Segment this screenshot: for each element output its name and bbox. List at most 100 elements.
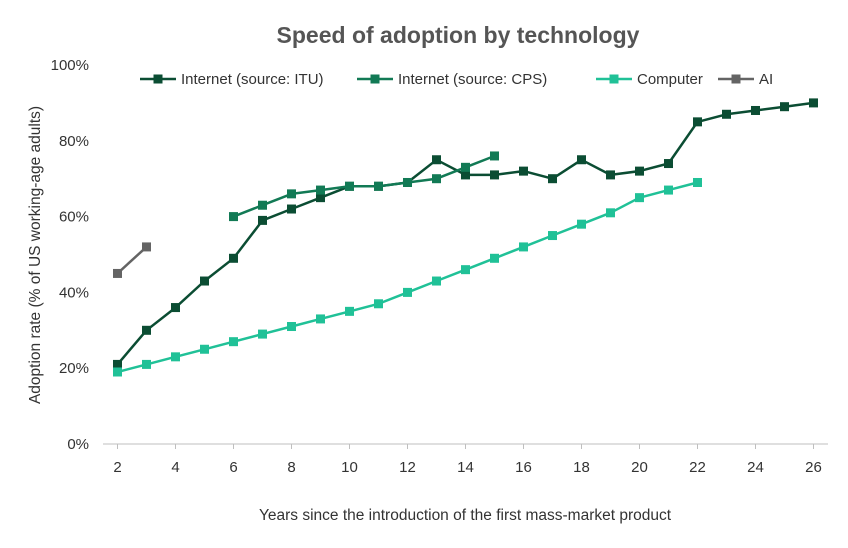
data-point xyxy=(490,170,499,180)
data-point xyxy=(403,177,412,187)
legend-marker xyxy=(731,74,741,84)
data-point xyxy=(345,181,354,191)
legend-label: Internet (source: ITU) xyxy=(181,71,324,88)
data-point xyxy=(229,253,238,263)
y-tick-label: 100% xyxy=(51,57,89,74)
data-point xyxy=(316,185,325,195)
y-tick-label: 80% xyxy=(59,133,89,150)
data-point xyxy=(113,367,122,377)
data-point xyxy=(490,151,499,161)
data-point xyxy=(635,166,644,176)
legend-item: Internet (source: ITU) xyxy=(140,71,324,88)
legend-marker xyxy=(370,74,380,84)
data-point xyxy=(171,303,180,313)
data-point xyxy=(345,306,354,316)
data-point xyxy=(693,117,702,127)
legend-marker xyxy=(153,74,163,84)
data-point xyxy=(171,352,180,362)
data-point xyxy=(229,212,238,222)
y-axis-title: Adoption rate (% of US working-age adult… xyxy=(27,106,44,404)
data-point xyxy=(258,215,267,225)
chart-title: Speed of adoption by technology xyxy=(277,22,640,48)
data-point xyxy=(316,193,325,203)
data-point xyxy=(577,155,586,165)
data-point xyxy=(432,155,441,165)
data-point xyxy=(519,166,528,176)
legend-item: Computer xyxy=(596,71,703,88)
x-tick-label: 6 xyxy=(229,459,237,476)
data-point xyxy=(635,193,644,203)
legend: Internet (source: ITU) Internet (source: … xyxy=(140,71,773,88)
x-tick-label: 24 xyxy=(747,459,764,476)
data-point xyxy=(577,219,586,229)
data-point xyxy=(113,359,122,369)
data-point xyxy=(258,200,267,210)
legend-item: AI xyxy=(718,71,773,88)
series-0 xyxy=(113,98,818,369)
x-tick-label: 20 xyxy=(631,459,648,476)
data-point xyxy=(142,359,151,369)
x-tick-label: 2 xyxy=(113,459,121,476)
data-point xyxy=(200,344,209,354)
data-point xyxy=(229,337,238,347)
data-point xyxy=(142,242,151,252)
series-3 xyxy=(113,242,151,278)
legend-item: Internet (source: CPS) xyxy=(357,71,547,88)
series-2 xyxy=(113,177,702,377)
x-tick-label: 26 xyxy=(805,459,822,476)
x-tick-label: 10 xyxy=(341,459,358,476)
x-tick-label: 18 xyxy=(573,459,590,476)
data-point xyxy=(606,208,615,218)
data-point xyxy=(693,177,702,187)
data-point xyxy=(374,299,383,309)
y-tick-label: 40% xyxy=(59,284,89,301)
series-1 xyxy=(229,151,499,222)
data-point xyxy=(809,98,818,108)
series-line xyxy=(116,101,814,366)
data-point xyxy=(287,189,296,199)
data-point xyxy=(461,265,470,275)
data-point xyxy=(142,325,151,335)
x-tick-label: 4 xyxy=(171,459,179,476)
data-point xyxy=(664,159,673,169)
series-line xyxy=(116,245,148,275)
data-point xyxy=(461,162,470,172)
x-axis-ticks: 2 4 6 8 10 12 14 16 18 20 22 24 26 xyxy=(113,444,822,476)
data-point xyxy=(490,253,499,263)
x-tick-label: 14 xyxy=(457,459,474,476)
series-line xyxy=(233,154,495,218)
data-point xyxy=(258,329,267,339)
data-point xyxy=(113,268,122,278)
data-point xyxy=(461,170,470,180)
data-point xyxy=(316,314,325,324)
legend-label: AI xyxy=(759,71,773,88)
data-point xyxy=(519,242,528,252)
data-point xyxy=(287,322,296,332)
data-point xyxy=(780,102,789,112)
data-point xyxy=(548,231,557,241)
data-point xyxy=(287,204,296,214)
data-point xyxy=(432,276,441,286)
legend-marker xyxy=(609,74,619,84)
y-tick-label: 20% xyxy=(59,360,89,377)
data-point xyxy=(548,174,557,184)
y-tick-label: 0% xyxy=(67,436,89,453)
x-tick-label: 8 xyxy=(287,459,295,476)
x-tick-label: 22 xyxy=(689,459,706,476)
x-tick-label: 16 xyxy=(515,459,532,476)
legend-label: Computer xyxy=(637,71,703,88)
series-layer xyxy=(113,98,818,377)
data-point xyxy=(374,181,383,191)
data-point xyxy=(664,185,673,195)
data-point xyxy=(751,105,760,115)
data-point xyxy=(432,174,441,184)
legend-label: Internet (source: CPS) xyxy=(398,71,547,88)
data-point xyxy=(606,170,615,180)
x-tick-label: 12 xyxy=(399,459,416,476)
data-point xyxy=(403,287,412,297)
data-point xyxy=(200,276,209,286)
y-tick-label: 60% xyxy=(59,209,89,226)
x-axis-title: Years since the introduction of the firs… xyxy=(259,507,672,524)
